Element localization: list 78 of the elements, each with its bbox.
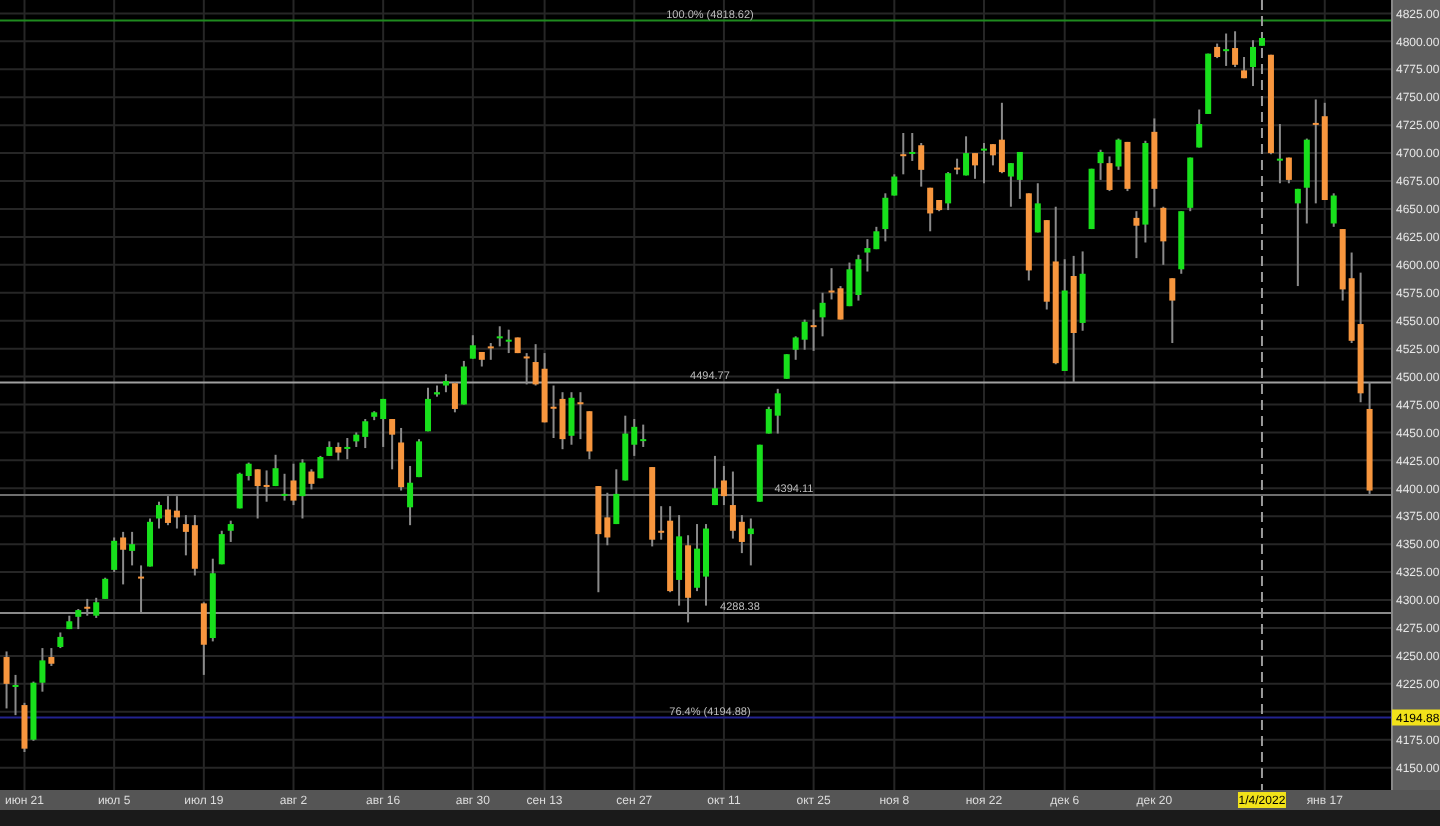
candlestick bbox=[963, 135, 970, 177]
candlestick bbox=[120, 530, 127, 586]
candlestick bbox=[945, 171, 952, 212]
candlestick bbox=[559, 391, 566, 451]
candlestick bbox=[290, 462, 297, 507]
candlestick bbox=[774, 387, 781, 435]
candlestick bbox=[1160, 205, 1167, 266]
candlestick bbox=[1276, 123, 1283, 185]
candlestick bbox=[272, 453, 279, 488]
candlestick bbox=[711, 454, 718, 507]
candlestick bbox=[227, 519, 234, 543]
candlestick bbox=[523, 352, 530, 386]
candlestick bbox=[191, 514, 198, 577]
candlestick bbox=[1106, 155, 1113, 193]
candlestick bbox=[407, 464, 414, 527]
candlestick bbox=[819, 291, 826, 338]
candlestick bbox=[102, 576, 109, 600]
candlestick bbox=[416, 438, 423, 479]
candlestick bbox=[505, 328, 512, 355]
candlestick bbox=[1294, 187, 1301, 288]
candlestick bbox=[909, 131, 916, 162]
candlestick bbox=[980, 142, 987, 185]
candlestick bbox=[1034, 182, 1041, 234]
candlestick bbox=[1115, 137, 1122, 171]
candlestick bbox=[1285, 156, 1292, 185]
candlestick bbox=[173, 495, 180, 530]
candlestick bbox=[801, 318, 808, 351]
candlestick bbox=[460, 359, 467, 406]
candlestick bbox=[389, 418, 396, 471]
candlestick bbox=[281, 472, 288, 502]
candlestick bbox=[586, 410, 593, 461]
candlestick bbox=[622, 414, 629, 482]
candlestick bbox=[451, 381, 458, 414]
candlestick bbox=[720, 464, 727, 507]
candlestick bbox=[998, 101, 1005, 175]
candlestick bbox=[39, 647, 46, 693]
candlestick bbox=[155, 500, 162, 530]
candlestick bbox=[613, 468, 620, 526]
candlestick bbox=[129, 530, 136, 567]
candlestick bbox=[783, 353, 790, 380]
candlestick bbox=[891, 173, 898, 197]
candlestick bbox=[927, 186, 934, 233]
candlestick bbox=[846, 261, 853, 308]
candlestick bbox=[568, 391, 575, 446]
candlestick bbox=[694, 523, 701, 593]
candlestick bbox=[1232, 30, 1239, 69]
candlestick bbox=[900, 131, 907, 176]
candlestick bbox=[1016, 150, 1023, 200]
candlestick bbox=[218, 529, 225, 566]
candlestick bbox=[1196, 108, 1203, 149]
candlestick bbox=[810, 308, 817, 352]
candlestick bbox=[837, 285, 844, 321]
candlestick bbox=[111, 536, 118, 574]
candlestick bbox=[299, 458, 306, 520]
candlestick bbox=[676, 514, 683, 607]
candlestick bbox=[1124, 140, 1131, 193]
candlestick bbox=[496, 325, 503, 348]
candlestick bbox=[147, 517, 154, 568]
candlestick bbox=[398, 426, 405, 492]
candlestick bbox=[469, 334, 476, 360]
candlestick bbox=[3, 650, 10, 710]
candlestick bbox=[918, 142, 925, 188]
candlestick bbox=[1097, 148, 1104, 181]
candlestick bbox=[1169, 277, 1176, 345]
candlestick bbox=[425, 386, 432, 433]
candlestick bbox=[577, 391, 584, 441]
candlestick bbox=[21, 701, 28, 754]
candlestick bbox=[1133, 210, 1140, 260]
candlestick bbox=[882, 192, 889, 243]
candlestick bbox=[972, 152, 979, 180]
candlestick bbox=[12, 673, 19, 717]
candlestick bbox=[1330, 192, 1337, 228]
candlestick bbox=[308, 468, 315, 491]
candlestick bbox=[1250, 39, 1257, 88]
candlestick bbox=[344, 437, 351, 461]
candlestick bbox=[864, 238, 871, 273]
candlestick bbox=[1223, 32, 1230, 67]
candlestick bbox=[263, 469, 270, 503]
